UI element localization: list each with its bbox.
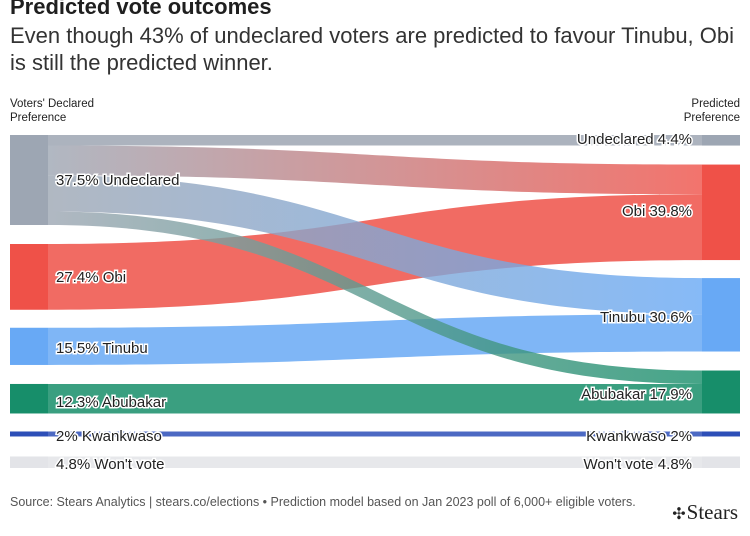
chart-subtitle: Even though 43% of undeclared voters are… [10,23,735,75]
target-node-kwankwaso [702,431,740,437]
left-axis-label: Voters' Declared Preference [10,98,95,124]
source-node-kwankwaso [10,431,48,437]
source-label-tinubu: 15.5% Tinubu [56,340,148,357]
right-axis-label: Predicted Preference [683,98,740,124]
flow-undeclared-to-obi [48,145,702,195]
target-node-abubakar [702,370,740,414]
source-node-obi [10,244,48,310]
source-node-won-t-vote [10,456,48,468]
source-node-tinubu [10,327,48,365]
target-node-tinubu [702,278,740,352]
chart-title: Predicted vote outcomes [10,0,272,19]
source-label-won-t-vote: 4.8% Won't vote [56,456,164,473]
logo-star-icon: ✣ [672,506,686,523]
target-label-abubakar: Abubakar 17.9% [581,386,692,403]
target-label-undeclared: Undeclared 4.4% [577,131,692,148]
target-label-won-t-vote: Won't vote 4.8% [584,456,692,473]
flow-kwankwaso-to-kwankwaso [48,431,702,437]
logo-text: Stears [686,500,738,524]
source-label-abubakar: 12.3% Abubakar [56,394,166,411]
sankey-chart: 37.5% Undeclared 27.4% Obi 15.5% Tinubu 12.… [10,129,740,474]
flow-undeclared-to-tinubu [48,175,702,315]
target-label-obi: Obi 39.8% [622,203,692,220]
source-node-undeclared [10,135,48,225]
flow-won-t-vote-to-won-t-vote [48,456,702,468]
source-label-undeclared: 37.5% Undeclared [56,172,179,189]
stears-logo: ✣Stears [672,500,738,525]
source-label-kwankwaso: 2% Kwankwaso [56,428,162,445]
source-label-obi: 27.4% Obi [56,269,126,286]
target-node-undeclared [702,135,740,146]
flow-undeclared-to-undeclared [48,135,702,146]
target-label-tinubu: Tinubu 30.6% [600,309,692,326]
flow-tinubu-to-tinubu [48,314,702,365]
source-footnote: Source: Stears Analytics | stears.co/ele… [10,495,636,509]
flow-undeclared-to-abubakar [48,211,702,384]
target-label-kwankwaso: Kwankwaso 2% [586,428,692,445]
flow-abubakar-to-abubakar [48,383,702,414]
source-node-abubakar [10,383,48,414]
target-node-obi [702,164,740,261]
target-node-won-t-vote [702,456,740,468]
